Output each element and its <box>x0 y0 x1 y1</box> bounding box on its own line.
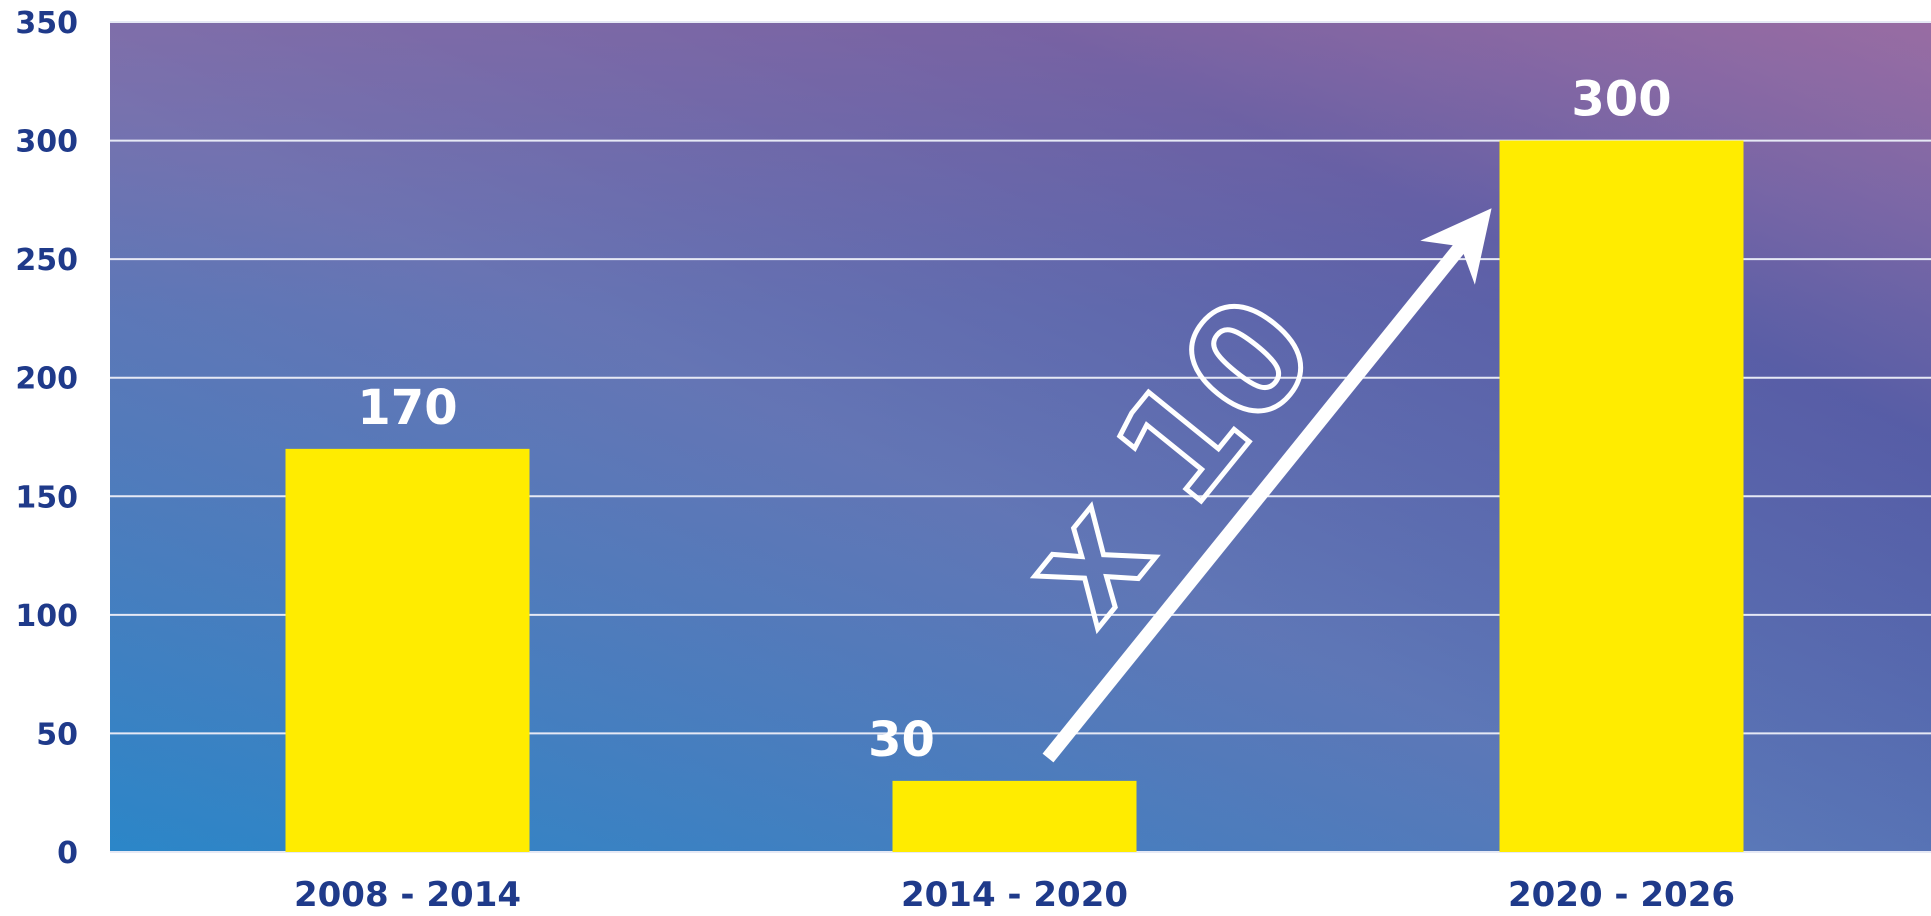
y-tick-label-350: 350 <box>15 6 78 41</box>
x-axis-ticks: 2008 - 2014 2014 - 2020 2020 - 2026 <box>294 875 1735 915</box>
growth-arrow <box>1042 208 1492 763</box>
y-tick-label-250: 250 <box>15 243 78 278</box>
data-label-1: 30 <box>868 712 935 768</box>
data-label-0: 170 <box>357 380 457 436</box>
y-axis-ticks: 0 50 100 150 200 250 300 350 <box>15 6 78 871</box>
y-tick-label-150: 150 <box>15 480 78 515</box>
y-tick-label-0: 0 <box>57 836 78 871</box>
bar-0 <box>285 448 530 852</box>
y-tick-label-100: 100 <box>15 599 78 634</box>
data-label-2: 300 <box>1571 72 1671 128</box>
y-tick-label-300: 300 <box>15 125 78 160</box>
y-tick-label-50: 50 <box>36 717 78 752</box>
bars <box>285 140 1744 853</box>
x-tick-label-1: 2014 - 2020 <box>901 875 1128 915</box>
bar-2 <box>1499 140 1744 853</box>
x-tick-label-0: 2008 - 2014 <box>294 875 521 915</box>
x-tick-label-2: 2020 - 2026 <box>1508 875 1735 915</box>
bar-1 <box>892 780 1137 852</box>
y-tick-label-200: 200 <box>15 362 78 397</box>
data-labels: 170 30 300 <box>357 72 1671 768</box>
